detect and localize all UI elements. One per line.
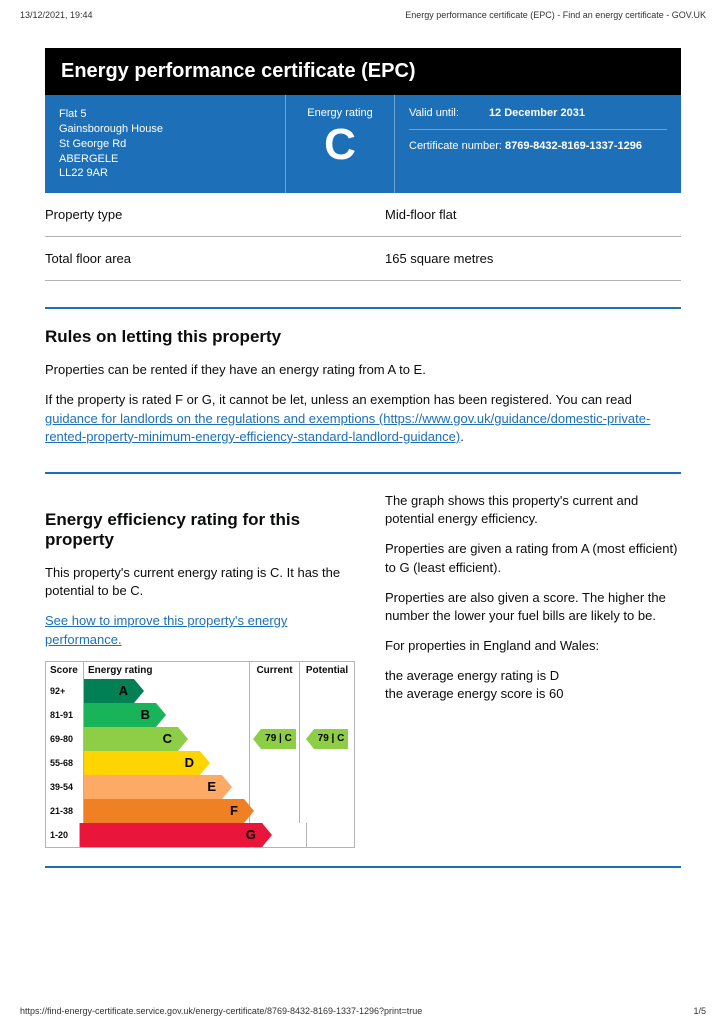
avg-score: the average energy score is 60: [385, 686, 564, 701]
band-row-A: 92+ A: [46, 679, 354, 703]
avg-rating: the average energy rating is D: [385, 668, 559, 683]
band-row-E: 39-54 E: [46, 775, 354, 799]
band-row-G: 1-20 G: [46, 823, 354, 847]
col-potential: Potential: [300, 662, 354, 679]
address-block: Flat 5Gainsborough HouseSt George RdABER…: [45, 95, 285, 193]
efficiency-p1: This property's current energy rating is…: [45, 564, 355, 600]
band-row-F: 21-38 F: [46, 799, 354, 823]
guidance-link[interactable]: guidance for landlords on the regulation…: [45, 411, 650, 444]
rules-p1: Properties can be rented if they have an…: [45, 361, 681, 379]
summary-panel: Flat 5Gainsborough HouseSt George RdABER…: [45, 95, 681, 193]
valid-label: Valid until:: [409, 107, 459, 119]
page-title: Energy performance certificate (EPC): [45, 48, 681, 95]
rules-heading: Rules on letting this property: [45, 327, 681, 347]
cert-label: Certificate number:: [409, 140, 502, 152]
property-type-value: Mid-floor flat: [385, 207, 457, 222]
graph-p2: Properties are given a rating from A (mo…: [385, 540, 681, 576]
footer-url: https://find-energy-certificate.service.…: [20, 1006, 422, 1016]
section-rule: [45, 307, 681, 309]
band-row-D: 55-68 D: [46, 751, 354, 775]
graph-p5: the average energy rating is D the avera…: [385, 667, 681, 703]
rules-p2a: If the property is rated F or G, it cann…: [45, 392, 632, 407]
print-title: Energy performance certificate (EPC) - F…: [405, 10, 706, 20]
graph-p3: Properties are also given a score. The h…: [385, 589, 681, 625]
rules-p2: If the property is rated F or G, it cann…: [45, 391, 681, 446]
rating-chart: Score Energy rating Current Potential 92…: [45, 661, 355, 848]
efficiency-heading: Energy efficiency rating for this proper…: [45, 510, 355, 550]
section-rule: [45, 472, 681, 474]
print-datetime: 13/12/2021, 19:44: [20, 10, 93, 20]
floor-area-value: 165 square metres: [385, 251, 493, 266]
property-type-row: Property type Mid-floor flat: [45, 193, 681, 237]
rules-p2b: .: [460, 429, 464, 444]
graph-p4: For properties in England and Wales:: [385, 637, 681, 655]
footer-page: 1/5: [693, 1006, 706, 1016]
band-row-B: 81-91 B: [46, 703, 354, 727]
rating-label: Energy rating: [300, 107, 380, 119]
graph-p1: The graph shows this property's current …: [385, 492, 681, 528]
rating-box: Energy rating C: [285, 95, 395, 193]
valid-value: 12 December 2031: [489, 107, 585, 119]
cert-value: 8769-8432-8169-1337-1296: [505, 140, 642, 152]
band-row-C: 69-80 C 79 | C 79 | C: [46, 727, 354, 751]
col-rating: Energy rating: [84, 662, 250, 679]
floor-area-row: Total floor area 165 square metres: [45, 237, 681, 281]
section-rule: [45, 866, 681, 868]
meta-block: Valid until: 12 December 2031 Certificat…: [395, 95, 681, 193]
property-type-label: Property type: [45, 207, 385, 222]
floor-area-label: Total floor area: [45, 251, 385, 266]
col-current: Current: [250, 662, 300, 679]
rating-letter: C: [300, 123, 380, 167]
improve-link[interactable]: See how to improve this property's energ…: [45, 613, 287, 646]
col-score: Score: [46, 662, 84, 679]
